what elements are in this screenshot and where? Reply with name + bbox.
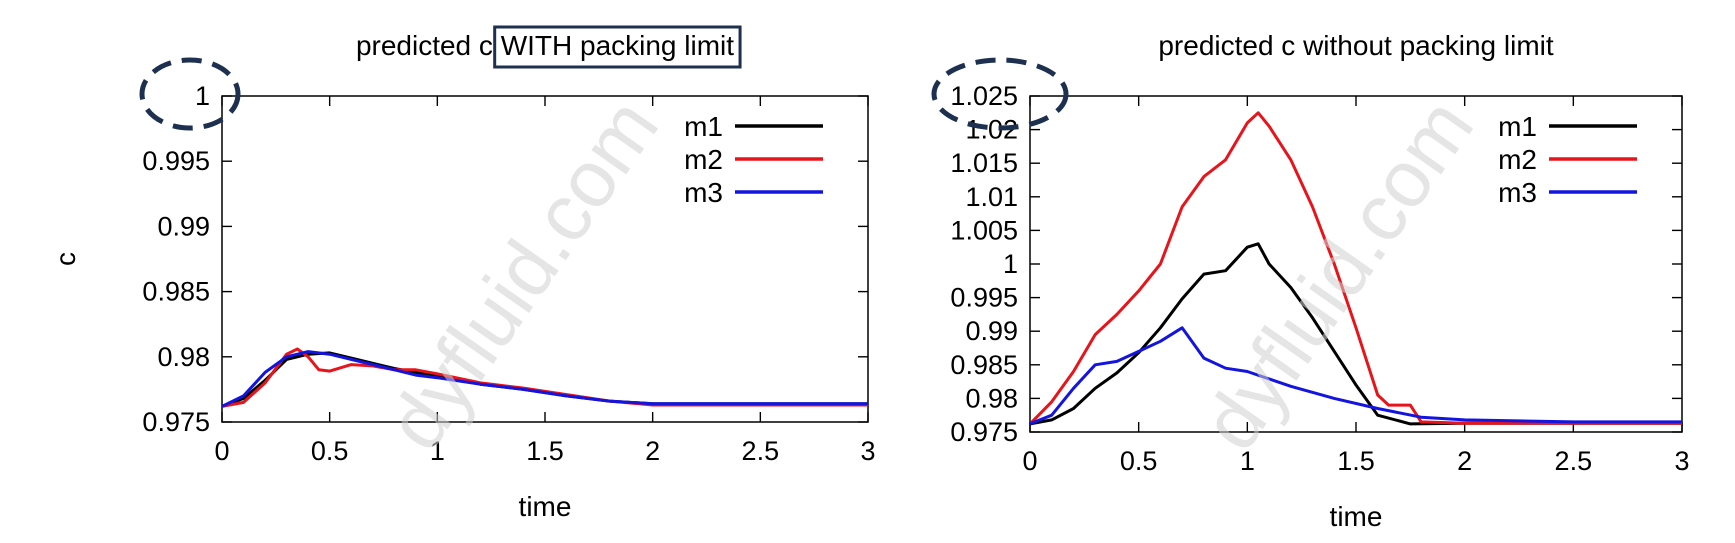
x-axis-label: time (1330, 501, 1383, 532)
y-tick-label: 1.025 (950, 81, 1018, 111)
y-tick-label: 0.995 (950, 283, 1018, 313)
legend-label-m1: m1 (1498, 111, 1537, 142)
x-tick-label: 0 (214, 436, 229, 466)
watermark-text: dyfluid.com (1185, 83, 1490, 465)
highlight-box (493, 25, 742, 69)
y-tick-label: 0.99 (965, 316, 1018, 346)
y-tick-label: 0.995 (142, 146, 210, 176)
y-tick-label: 1 (1003, 249, 1018, 279)
series-line-m2 (222, 347, 868, 408)
chart-title-highlight: WITH packing limit (501, 30, 735, 61)
annotation-dashed-ellipse (931, 57, 1069, 131)
chart-with-packing-limit: 0 0.5 1 1.5 2 2.5 3 0.975 0.98 0.985 0.99 0.995 1 pre… (50, 25, 876, 522)
x-tick-label: 0.5 (1120, 446, 1158, 476)
y-axis-label: c (50, 252, 81, 266)
y-tick-label: 0.98 (157, 342, 210, 372)
x-tick-label: 1.5 (526, 436, 564, 466)
y-tick-label: 1.005 (950, 215, 1018, 245)
x-tick-label: 0.5 (311, 436, 349, 466)
legend-label-m2: m2 (684, 144, 723, 175)
series-line-m3 (222, 350, 868, 408)
y-tick-label: 0.975 (142, 407, 210, 437)
x-axis-label: time (519, 491, 572, 522)
x-tick-label: 2 (645, 436, 660, 466)
y-tick-label: 0.985 (950, 350, 1018, 380)
x-tick-label: 1.5 (1337, 446, 1375, 476)
y-tick-label: 1.01 (965, 182, 1018, 212)
series-line-m3 (1030, 326, 1682, 426)
legend-label-m1: m1 (684, 111, 723, 142)
x-tick-label: 0 (1022, 446, 1037, 476)
y-tick-label: 1 (195, 81, 210, 111)
y-tick-label: 0.985 (142, 277, 210, 307)
chart-without-packing-limit: 0 0.5 1 1.5 2 2.5 3 0.975 0.980.985 0.990.995 1 1.0… (931, 30, 1690, 532)
chart-title: predicted c without packing limit (1158, 30, 1554, 61)
x-tick-label: 1 (1240, 446, 1255, 476)
watermark-layer: dyfluid.com dyfluid.com (370, 83, 1490, 465)
x-tick-label: 2 (1457, 446, 1472, 476)
chart-title-prefix: predicted c (356, 30, 501, 61)
chart-title: predicted c WITH packing limit (356, 30, 734, 61)
x-tick-label: 3 (1674, 446, 1689, 476)
series-line-m2 (1030, 111, 1682, 425)
y-tick-label: 1.015 (950, 148, 1018, 178)
series-line-m1 (1030, 242, 1682, 426)
x-tick-label: 3 (860, 436, 875, 466)
legend-label-m3: m3 (684, 177, 723, 208)
legend-label-m3: m3 (1498, 177, 1537, 208)
x-tick-label: 2.5 (742, 436, 780, 466)
series-line-m1 (222, 351, 868, 408)
y-tick-label: 0.99 (157, 211, 210, 241)
y-tick-label: 0.98 (965, 383, 1018, 413)
y-tick-label: 0.975 (950, 417, 1018, 447)
annotation-dashed-ellipse (139, 57, 241, 131)
legend-label-m2: m2 (1498, 144, 1537, 175)
x-tick-label: 1 (430, 436, 445, 466)
x-tick-label: 2.5 (1555, 446, 1593, 476)
watermark-text: dyfluid.com (370, 83, 675, 465)
